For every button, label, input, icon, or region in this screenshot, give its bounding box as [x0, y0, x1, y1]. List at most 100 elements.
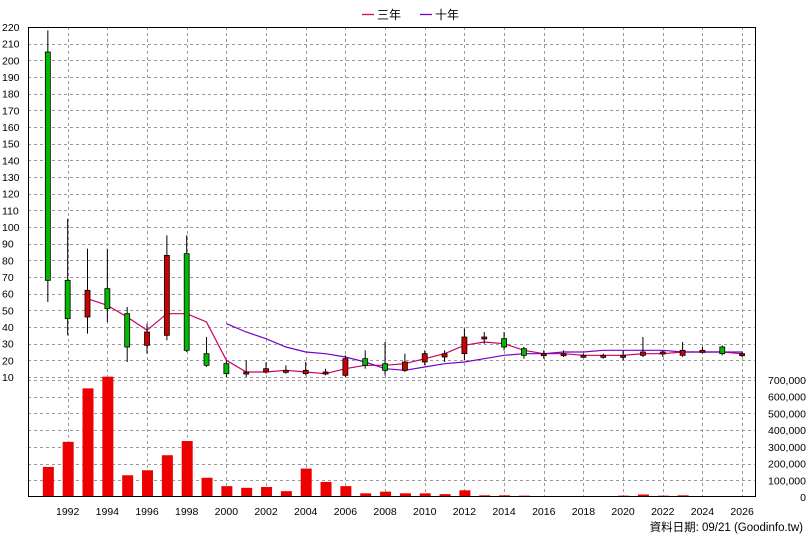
volume-bar	[320, 481, 332, 497]
volume-bar	[102, 376, 114, 497]
year-tick-label: 2024	[691, 506, 715, 518]
year-tick-label: 1996	[135, 506, 159, 518]
volume-bar	[161, 455, 173, 497]
candle-body	[44, 51, 51, 281]
volume-bar	[280, 491, 292, 497]
candle-body	[163, 254, 170, 336]
candle-body	[84, 289, 91, 318]
price-tick-label: 150	[2, 139, 20, 151]
candle-body	[640, 351, 646, 356]
volume-bar	[142, 470, 154, 497]
year-tick-label: 2004	[294, 506, 318, 518]
candle-body	[719, 346, 726, 355]
volume-bar	[221, 486, 233, 497]
volume-tick-label: 200,000	[768, 459, 806, 471]
candle-body	[481, 336, 488, 340]
candle-body	[600, 354, 607, 358]
volume-bar	[261, 486, 273, 497]
price-tick-label: 60	[2, 289, 14, 301]
candle-body	[223, 363, 230, 375]
candle-body	[501, 338, 507, 348]
legend-label: 十年	[435, 8, 459, 22]
volume-tick-label: 100,000	[768, 475, 806, 487]
year-tick-label: 2002	[254, 506, 278, 518]
volume-tick-label: 300,000	[768, 442, 806, 454]
year-tick-label: 1998	[175, 506, 199, 518]
candle-body	[282, 369, 289, 373]
volume-tick-label: 700,000	[768, 375, 806, 387]
volume-bar	[82, 388, 94, 497]
price-tick-label: 180	[2, 89, 20, 101]
volume-tick-label: 0	[800, 492, 806, 504]
price-tick-label: 190	[2, 72, 20, 84]
candle-body	[401, 361, 408, 371]
price-axis-labels: 10 20 30 40 50 60 70 80 90 100 110 120 130 140 150 160 1…	[2, 22, 20, 384]
year-tick-label: 2000	[215, 506, 239, 518]
candle-body	[620, 354, 626, 358]
volume-bar	[201, 477, 213, 497]
year-tick-label: 2016	[532, 506, 556, 518]
price-tick-label: 210	[2, 39, 20, 51]
price-tick-label: 130	[2, 172, 20, 184]
candle-body	[302, 369, 309, 375]
price-tick-label: 30	[2, 339, 14, 351]
candle-body	[739, 353, 746, 357]
candle-body	[699, 349, 706, 353]
price-tick-label: 160	[2, 122, 20, 134]
candle-body	[521, 348, 527, 356]
year-tick-label: 2020	[611, 506, 635, 518]
volume-bar	[380, 491, 392, 497]
volume-bar	[360, 493, 372, 497]
volume-bar	[181, 441, 193, 497]
candle-body	[64, 279, 71, 320]
volume-bar	[300, 468, 312, 497]
source-note: 資料日期: 09/21 (Goodinfo.tw)	[650, 520, 804, 534]
candle-body	[203, 353, 210, 366]
candle-body	[441, 353, 448, 358]
price-candles	[44, 30, 746, 377]
price-tick-label: 50	[2, 305, 14, 317]
candle-body	[540, 353, 547, 357]
volume-bar	[340, 486, 352, 497]
price-tick-label: 90	[2, 239, 14, 251]
candle-body	[144, 331, 150, 346]
candle-body	[580, 354, 587, 358]
volume-bar	[42, 466, 54, 497]
price-tick-label: 80	[2, 255, 14, 267]
price-tick-label: 120	[2, 189, 20, 201]
price-tick-label: 110	[2, 205, 19, 217]
year-tick-label: 2012	[453, 506, 477, 518]
year-tick-label: 2010	[413, 506, 437, 518]
candle-body	[322, 371, 329, 375]
volume-bar	[122, 475, 134, 497]
candle-body	[342, 358, 349, 376]
volume-bars	[42, 376, 749, 497]
candle-body	[679, 349, 686, 356]
volume-bar	[637, 494, 649, 497]
candle-body	[183, 253, 190, 351]
candle-body	[104, 288, 111, 310]
candle-body	[124, 313, 131, 348]
candle-body	[560, 353, 567, 357]
volume-bar	[62, 441, 74, 497]
plot-border	[28, 27, 756, 497]
series-line	[226, 323, 743, 371]
grid-lines	[28, 27, 756, 497]
year-tick-label: 1992	[56, 506, 80, 518]
series-line	[87, 298, 743, 375]
legend: 三年 十年	[362, 8, 459, 22]
plot-frame	[28, 27, 756, 497]
year-tick-label: 2022	[651, 506, 675, 518]
volume-bar	[419, 493, 431, 497]
volume-axis-labels: 0 100,000 200,000 300,000 400,000 500,000 600,…	[768, 375, 806, 504]
price-tick-label: 200	[2, 55, 20, 67]
candle-body	[243, 371, 250, 375]
year-tick-label: 2018	[572, 506, 596, 518]
candle-body	[382, 363, 388, 371]
candle-body	[421, 353, 428, 363]
volume-tick-label: 500,000	[768, 408, 806, 420]
price-tick-label: 10	[2, 372, 14, 384]
candle-body	[362, 358, 369, 366]
year-tick-label: 2014	[492, 506, 516, 518]
